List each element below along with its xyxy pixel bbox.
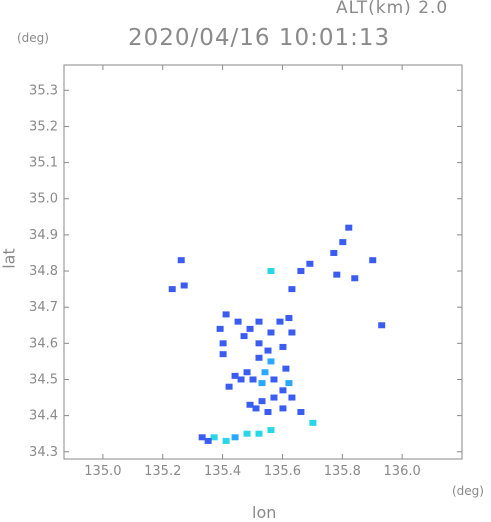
echo-cell: [216, 325, 224, 332]
echo-cell: [219, 351, 227, 358]
echo-cell: [267, 427, 275, 434]
y-tick-label: 35.1: [29, 156, 58, 171]
y-tick-label: 34.5: [29, 372, 58, 387]
echo-cell: [264, 409, 272, 416]
echo-cell: [243, 369, 251, 376]
altitude-label: ALT(km) 2.0: [336, 0, 449, 18]
y-tick-label: 34.8: [29, 264, 58, 279]
echo-cell: [258, 380, 266, 387]
echo-cell: [204, 437, 212, 444]
echo-cell: [168, 286, 176, 293]
echo-cell: [288, 394, 296, 401]
x-tick-label: 135.6: [264, 464, 301, 479]
echo-cell: [339, 239, 347, 246]
plot-border: [63, 64, 463, 460]
x-axis-unit: (deg): [452, 484, 484, 498]
echo-cell: [285, 380, 293, 387]
echo-cell: [288, 329, 296, 336]
echo-cell: [231, 434, 239, 441]
y-tick-label: 35.3: [29, 83, 58, 98]
y-tick-label: 34.3: [29, 445, 58, 460]
y-tick-label: 34.9: [29, 228, 58, 243]
echo-cell: [249, 376, 257, 383]
echo-cell: [246, 401, 254, 408]
echo-cell: [252, 405, 260, 412]
echo-cell: [258, 398, 266, 405]
echo-cell: [267, 358, 275, 365]
echo-cell: [219, 340, 227, 347]
echo-cell: [276, 318, 284, 325]
echo-cell: [225, 383, 233, 390]
plot-frame: [63, 64, 463, 460]
echo-cell: [264, 347, 272, 354]
x-tick-label: 136.0: [384, 464, 421, 479]
echo-cell: [255, 354, 263, 361]
echo-cell: [279, 405, 287, 412]
echo-cell: [270, 394, 278, 401]
y-tick-label: 34.6: [29, 336, 58, 351]
echo-cell: [255, 318, 263, 325]
echo-cell: [279, 343, 287, 350]
echo-cell: [222, 437, 230, 444]
echo-cell: [246, 325, 254, 332]
y-tick-label: 34.7: [29, 300, 58, 315]
echo-cell: [267, 268, 275, 275]
echo-cell: [267, 329, 275, 336]
echo-cell: [180, 282, 188, 289]
echo-cell: [297, 268, 305, 275]
echo-cell: [210, 434, 218, 441]
x-tick-label: 135.0: [84, 464, 121, 479]
echo-cell: [222, 311, 230, 318]
echo-cell: [255, 340, 263, 347]
echo-cells: [168, 224, 386, 444]
echo-cell: [261, 369, 269, 376]
echo-cell: [309, 419, 317, 426]
y-tick-label: 35.2: [29, 119, 58, 134]
echo-cell: [297, 409, 305, 416]
x-tick-label: 135.4: [204, 464, 241, 479]
y-tick-label: 34.4: [29, 409, 58, 424]
axis-ticks: 135.0 135.2 135.4 135.6 135.8 136.0 34.3 34.4 34…: [29, 65, 462, 479]
echo-cell: [234, 318, 242, 325]
timestamp-title: 2020/04/16 10:01:13: [128, 25, 391, 51]
echo-cell: [306, 260, 314, 267]
y-axis-unit: (deg): [17, 31, 49, 45]
echo-cell: [282, 365, 290, 372]
echo-cell: [369, 257, 377, 264]
echo-cell: [279, 387, 287, 394]
echo-cell: [240, 333, 248, 340]
echo-cell: [330, 249, 338, 256]
echo-cell: [243, 430, 251, 437]
echo-cell: [288, 286, 296, 293]
echo-cell: [255, 430, 263, 437]
echo-cell: [231, 372, 239, 379]
x-tick-label: 135.8: [324, 464, 361, 479]
echo-cell: [270, 376, 278, 383]
echo-cell: [351, 275, 359, 282]
echo-cell: [177, 257, 185, 264]
x-axis-title: lon: [252, 503, 277, 522]
echo-cell: [198, 434, 206, 441]
echo-cell: [333, 271, 341, 278]
echo-cell: [285, 315, 293, 322]
echo-cell: [345, 224, 353, 231]
echo-cell: [378, 322, 386, 329]
y-tick-label: 35.0: [29, 192, 58, 207]
echo-cell: [237, 376, 245, 383]
x-tick-label: 135.2: [144, 464, 181, 479]
